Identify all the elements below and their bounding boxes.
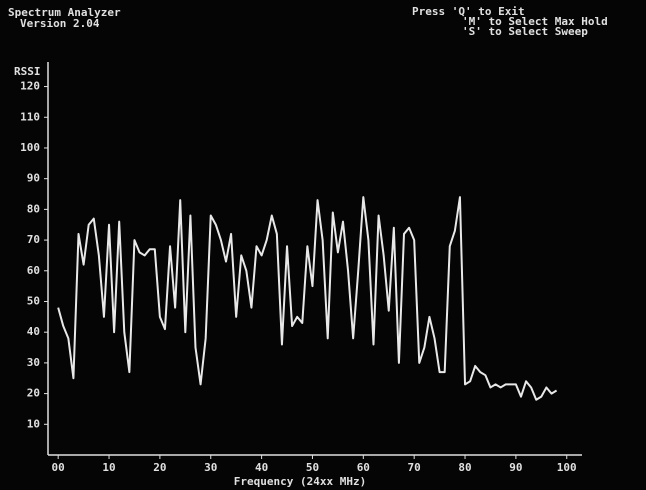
x-tick-label: 50 xyxy=(306,461,319,474)
y-tick-label: 120 xyxy=(20,80,40,93)
y-tick-label: 40 xyxy=(27,325,40,338)
chart-subtitle: Version 2.04 xyxy=(20,17,100,30)
x-tick-label: 90 xyxy=(509,461,522,474)
y-tick-label: 90 xyxy=(27,172,40,185)
x-tick-label: 60 xyxy=(357,461,370,474)
x-tick-label: 100 xyxy=(557,461,577,474)
y-tick-label: 80 xyxy=(27,202,40,215)
x-tick-label: 30 xyxy=(204,461,217,474)
y-tick-label: 20 xyxy=(27,387,40,400)
data-line xyxy=(58,197,556,400)
y-tick-label: 30 xyxy=(27,356,40,369)
page: Spectrum Analyzer Version 2.04 Press 'Q'… xyxy=(0,0,646,490)
x-tick-label: 00 xyxy=(52,461,65,474)
y-tick-label: 60 xyxy=(27,264,40,277)
y-tick-label: 110 xyxy=(20,110,40,123)
x-tick-label: 80 xyxy=(458,461,471,474)
x-tick-label: 70 xyxy=(408,461,421,474)
instruction: 'S' to Select Sweep xyxy=(462,25,588,38)
y-tick-label: 10 xyxy=(27,417,40,430)
y-tick-label: 100 xyxy=(20,141,40,154)
x-tick-label: 40 xyxy=(255,461,268,474)
y-tick-label: 70 xyxy=(27,233,40,246)
x-axis-label: Frequency (24xx MHz) xyxy=(234,475,366,488)
chart: Spectrum Analyzer Version 2.04 Press 'Q'… xyxy=(0,0,646,490)
x-tick-label: 20 xyxy=(153,461,166,474)
y-tick-label: 50 xyxy=(27,294,40,307)
y-axis-label: RSSI xyxy=(14,65,41,78)
x-tick-label: 10 xyxy=(102,461,115,474)
